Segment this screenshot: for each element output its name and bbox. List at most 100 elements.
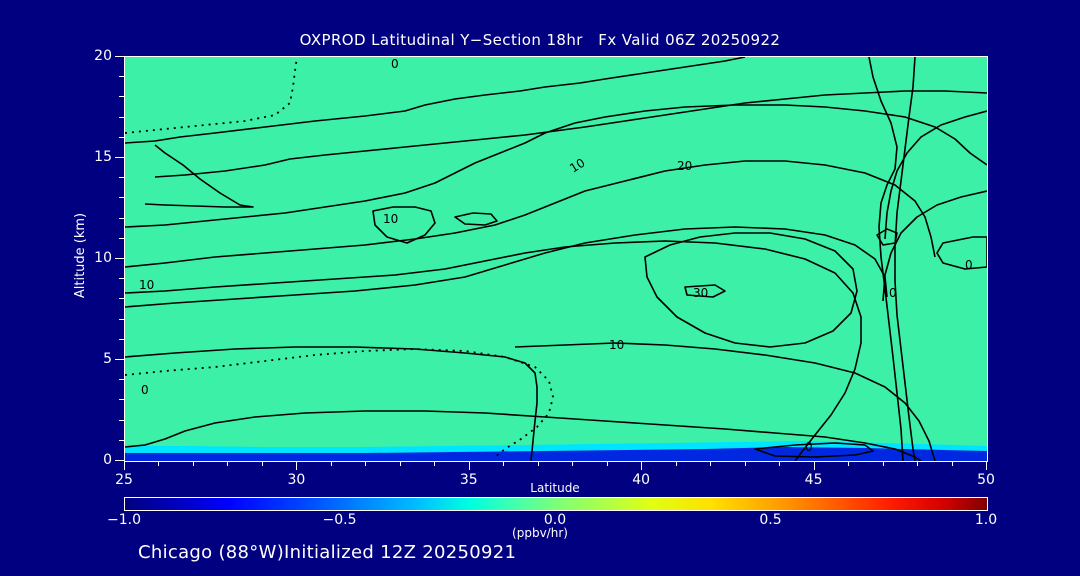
contour-30-cell [644, 232, 858, 348]
contour-0-right-a [894, 57, 916, 461]
y-axis-title: Altitude (km) [73, 212, 89, 299]
x-tick-36 [503, 461, 504, 466]
footer-caption: Chicago (88°W)Initialized 12Z 20250921 [138, 542, 517, 563]
colorbar-tick-label-3: 0.5 [759, 512, 782, 528]
x-axis-title: Latitude [530, 481, 580, 495]
x-tick-25 [124, 461, 125, 470]
y-tick-1 [119, 440, 124, 441]
contour-plot-svg: 0 0 0 0 0 10 10 10 10 20 30 [125, 57, 987, 461]
x-tick-29 [262, 461, 263, 466]
x-tick-45 [814, 461, 815, 470]
colorbar-unit: (ppbv/hr) [512, 526, 568, 540]
contour-0-right-tiny-loop [876, 228, 898, 246]
page-title: OXPROD Latitudinal Y−Section 18hr Fx Val… [299, 31, 781, 49]
contour-lines [125, 57, 987, 461]
x-tick-40 [641, 461, 642, 470]
contour-label-0-d: 0 [965, 258, 973, 272]
x-tick-label-30: 30 [287, 472, 306, 488]
x-tick-32 [365, 461, 366, 466]
colorbar[interactable] [124, 497, 988, 511]
contour-10-upper [125, 104, 987, 228]
y-tick-18 [119, 96, 124, 97]
x-tick-47 [883, 461, 884, 466]
y-tick-label-5: 5 [103, 351, 112, 367]
contour-0-top [125, 57, 746, 144]
contour-0-right-loop [936, 236, 987, 270]
y-tick-20 [115, 56, 124, 57]
x-tick-39 [607, 461, 608, 466]
y-tick-4 [119, 379, 124, 380]
x-tick-27 [193, 461, 194, 466]
x-tick-41 [676, 461, 677, 466]
contour-label-0-e: 0 [805, 440, 813, 454]
contour-0-second [154, 90, 987, 178]
contour-label-10-b: 10 [383, 212, 398, 226]
y-tick-9 [119, 278, 124, 279]
contour-label-0-c: 0 [889, 286, 897, 300]
x-tick-30 [296, 461, 297, 470]
contour-label-30: 30 [693, 286, 708, 300]
contour-30-core [684, 284, 726, 298]
y-tick-label-15: 15 [94, 149, 112, 165]
contour-10-loop-left [372, 206, 436, 244]
x-tick-28 [227, 461, 228, 466]
contour-0-right-d [882, 190, 987, 302]
x-tick-48 [917, 461, 918, 466]
contour-label-0-b: 0 [141, 383, 149, 397]
y-tick-16 [119, 137, 124, 138]
x-tick-26 [158, 461, 159, 466]
x-tick-38 [572, 461, 573, 466]
contour-0-surface-arch [125, 410, 922, 461]
contour-20-line [125, 160, 936, 268]
y-tick-3 [119, 399, 124, 400]
x-tick-43 [745, 461, 746, 466]
x-tick-46 [848, 461, 849, 466]
x-tick-label-40: 40 [632, 472, 651, 488]
contour-neg10-top [125, 57, 298, 134]
colorbar-tick-label-4: 1.0 [974, 512, 998, 528]
y-tick-19 [119, 76, 124, 77]
contour-10-small-loop-top [454, 212, 498, 226]
contour-label-20: 20 [677, 159, 692, 173]
x-tick-37 [538, 461, 539, 466]
x-tick-50 [986, 461, 987, 470]
x-tick-label-35: 35 [459, 472, 478, 488]
colorbar-tick-label-0: −1.0 [107, 512, 141, 528]
contour-label-0-a: 0 [391, 57, 399, 71]
contour-0-right-c [884, 110, 987, 240]
y-tick-8 [119, 298, 124, 299]
y-tick-12 [119, 218, 124, 219]
contour-0-right-b [868, 57, 904, 461]
x-tick-label-25: 25 [115, 472, 133, 488]
y-tick-14 [119, 177, 124, 178]
x-tick-49 [952, 461, 953, 466]
y-tick-11 [119, 238, 124, 239]
y-tick-13 [119, 197, 124, 198]
colorbar-tick-label-1: −0.5 [322, 512, 357, 528]
plot-area: 0 0 0 0 0 10 10 10 10 20 30 [124, 56, 988, 462]
x-tick-35 [469, 461, 470, 470]
contour-neg10-lower [125, 348, 554, 458]
y-tick-label-20: 20 [94, 48, 112, 64]
contour-10-lowerright [514, 342, 936, 461]
x-tick-42 [710, 461, 711, 466]
y-tick-label-10: 10 [94, 250, 112, 266]
y-tick-15 [115, 157, 124, 158]
y-tick-17 [119, 117, 124, 118]
x-tick-33 [400, 461, 401, 466]
y-tick-0 [115, 460, 124, 461]
surface-shaded-band [125, 441, 987, 461]
y-tick-10 [115, 258, 124, 259]
contour-0-surface-loop [754, 442, 874, 458]
contour-label-10-a: 10 [567, 156, 587, 176]
contour-value-labels: 0 0 0 0 0 10 10 10 10 20 30 [139, 57, 973, 454]
y-tick-5 [115, 359, 124, 360]
colorbar-tick-label-2: 0.0 [543, 512, 567, 528]
x-tick-31 [331, 461, 332, 466]
x-tick-34 [434, 461, 435, 466]
x-tick-44 [779, 461, 780, 466]
x-tick-label-45: 45 [804, 472, 823, 488]
contour-20-line-b [125, 226, 888, 308]
contour-label-10-d: 10 [609, 338, 624, 352]
